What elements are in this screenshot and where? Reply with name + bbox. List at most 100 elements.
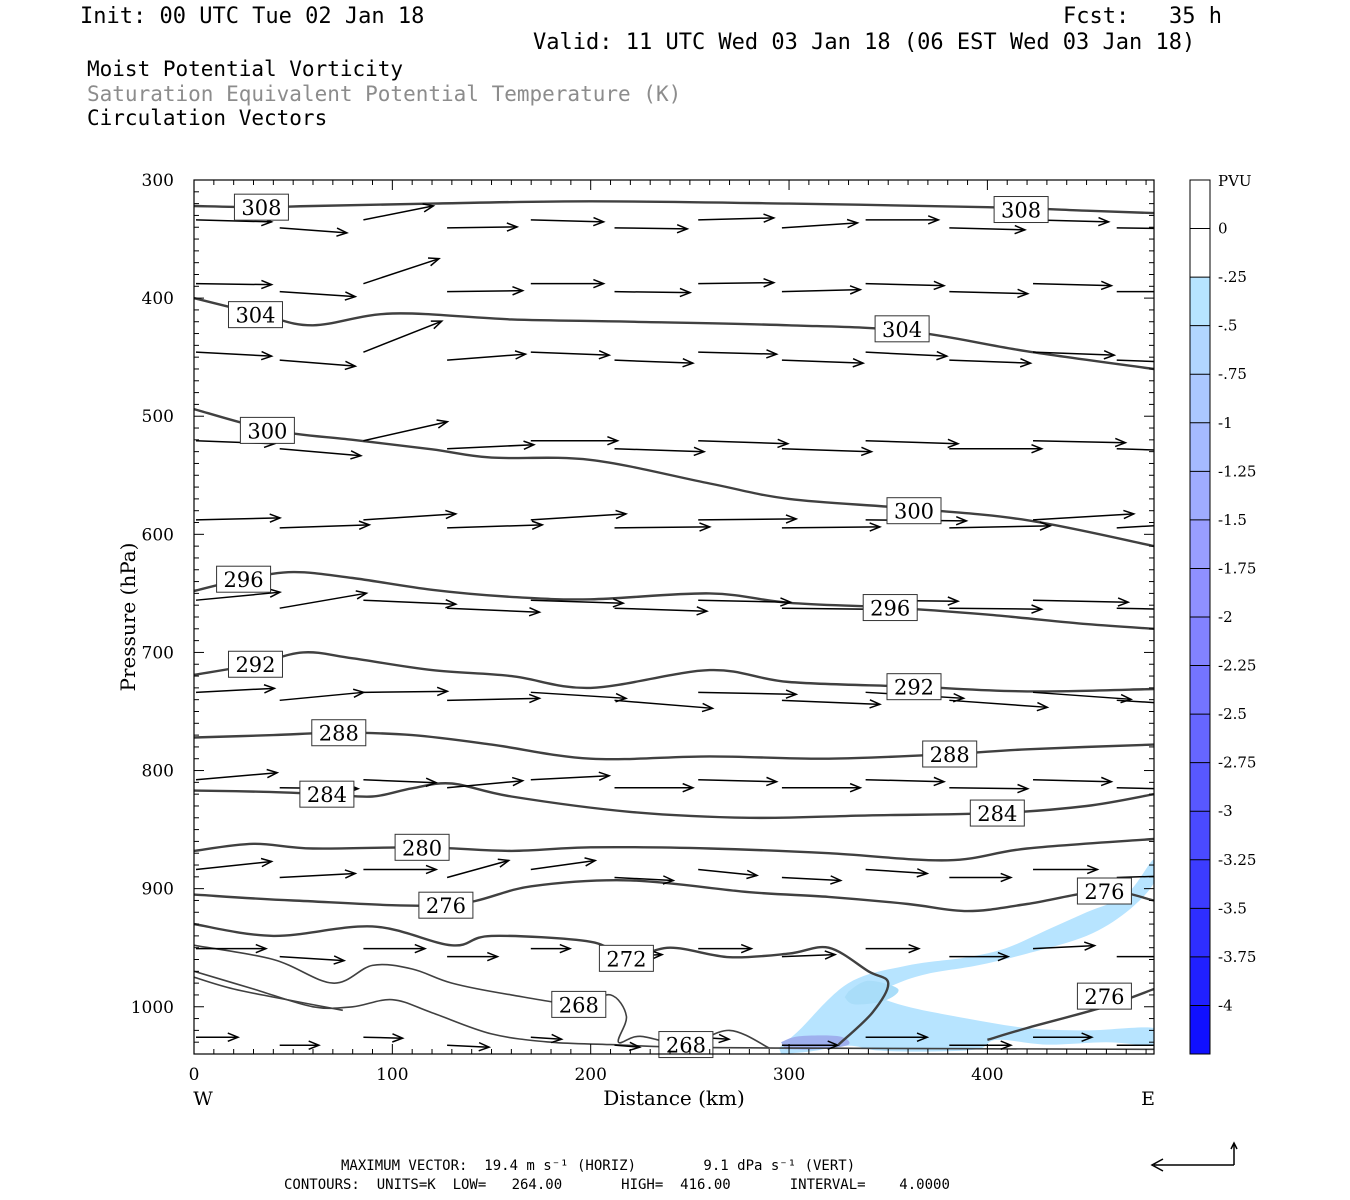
contour-label: 292 <box>227 650 283 678</box>
colorbar-tick-label: -1.5 <box>1218 511 1247 529</box>
svg-text:300: 300 <box>247 419 287 443</box>
vector-arrow <box>949 872 1013 883</box>
contour-304-1 <box>194 296 1154 371</box>
colorbar-tick-label: -2 <box>1218 608 1233 626</box>
theta-es-contours <box>194 200 1154 1051</box>
vector-arrow <box>1116 227 1154 230</box>
vector-arrow <box>195 768 280 781</box>
contour-292-4 <box>194 651 1154 693</box>
svg-text:284: 284 <box>307 783 347 807</box>
svg-text:292: 292 <box>894 676 934 700</box>
svg-text:276: 276 <box>1084 880 1124 904</box>
contour-label: 272 <box>598 944 654 972</box>
vector-arrow <box>447 606 542 617</box>
contour-272-9 <box>194 922 890 1046</box>
vector-arrow <box>279 290 358 301</box>
x-tick-label: 200 <box>574 1065 606 1085</box>
vector-arrow <box>865 438 961 449</box>
contour-280-7 <box>194 837 1154 862</box>
title-theta-es: Saturation Equivalent Potential Temperat… <box>87 82 682 106</box>
title-vectors: Circulation Vectors <box>87 106 328 130</box>
colorbar-tick-label: -3.75 <box>1218 948 1256 966</box>
vector-arrow <box>698 943 754 954</box>
colorbar-swatch <box>1190 228 1210 278</box>
vector-arrow <box>1116 786 1154 790</box>
vector-arrow <box>530 435 620 446</box>
vector-arrow <box>530 509 629 521</box>
contour-264-12 <box>194 976 343 1012</box>
axes: 300 400 500 600 700 800 900 1000 0 100 200 300 400 W E… <box>116 171 1155 1110</box>
vector-arrow <box>530 771 612 781</box>
colorbar-tick-label: -3.25 <box>1218 851 1256 869</box>
pv-region-0 <box>779 859 1154 1054</box>
vector-arrow <box>195 513 283 523</box>
vector-arrow <box>363 509 458 521</box>
vector-arrow <box>195 857 274 871</box>
contour-label: 284 <box>969 799 1025 827</box>
colorbar-swatch <box>1190 277 1210 326</box>
vector-arrow <box>1033 864 1100 875</box>
x-tick-label: 0 <box>189 1065 200 1085</box>
vector-arrow <box>949 604 1044 614</box>
colorbar-tick-label: -1.75 <box>1218 559 1256 577</box>
vector-arrow <box>698 349 779 359</box>
vector-arrow <box>530 350 612 360</box>
vector-arrow <box>363 419 450 442</box>
svg-text:268: 268 <box>559 993 599 1017</box>
vector-arrow <box>781 699 882 709</box>
svg-text:276: 276 <box>1084 985 1124 1009</box>
vector-arrow <box>363 686 450 697</box>
contour-label: 280 <box>394 833 450 861</box>
vector-arrow <box>447 222 520 232</box>
vector-arrow <box>1033 437 1128 448</box>
vector-arrow <box>1116 359 1154 363</box>
contour-label: 304 <box>874 315 930 343</box>
x-tick-label: 300 <box>773 1065 805 1085</box>
svg-text:284: 284 <box>977 802 1017 826</box>
vector-arrow <box>781 950 838 960</box>
vector-arrow <box>865 943 921 954</box>
x-axis-title: Distance (km) <box>603 1086 745 1110</box>
vector-arrow <box>363 864 439 875</box>
svg-text:272: 272 <box>606 947 646 971</box>
vector-arrow <box>195 279 274 290</box>
contour-label: 284 <box>299 780 355 808</box>
colorbar-tick-label: -.75 <box>1218 365 1247 383</box>
colorbar-tick-label: -1.25 <box>1218 462 1256 480</box>
svg-text:296: 296 <box>224 568 264 592</box>
vector-arrow <box>447 286 525 296</box>
svg-text:308: 308 <box>241 196 281 220</box>
vector-arrow <box>949 224 1027 235</box>
vector-arrow <box>614 1041 642 1052</box>
vector-arrow <box>530 691 629 703</box>
vector-arrow <box>781 218 860 229</box>
vector-arrow <box>949 699 1050 712</box>
vector-arrow <box>949 358 1033 368</box>
vector-arrow <box>530 598 626 608</box>
vector-arrow <box>530 857 598 871</box>
vector-arrow <box>1116 524 1154 529</box>
contour-label: 308 <box>993 196 1049 224</box>
colorbar-swatch <box>1190 374 1210 423</box>
colorbar-swatch <box>1190 762 1210 812</box>
vector-arrow <box>1116 955 1154 958</box>
west-label: W <box>193 1088 213 1110</box>
vector-arrow <box>1116 1044 1154 1046</box>
y-tick-label: 900 <box>142 880 174 900</box>
vector-arrow <box>279 955 347 965</box>
vector-arrow <box>865 1032 930 1042</box>
colorbar-swatch <box>1190 859 1210 909</box>
vector-arrow <box>363 598 458 609</box>
vector-arrow <box>1032 350 1117 360</box>
svg-text:308: 308 <box>1001 199 1041 223</box>
valid-time: Valid: 11 UTC Wed 03 Jan 18 (06 EST Wed … <box>533 30 1196 55</box>
vector-arrow <box>1032 691 1134 704</box>
vector-arrow <box>865 776 947 787</box>
pv-shading <box>779 859 1154 1054</box>
y-tick-label: 400 <box>142 289 174 309</box>
vector-arrow <box>614 606 709 616</box>
contour-label: 292 <box>886 673 942 701</box>
colorbar-swatch <box>1190 422 1210 472</box>
vector-arrow <box>698 868 760 880</box>
vector-arrow <box>614 287 693 298</box>
